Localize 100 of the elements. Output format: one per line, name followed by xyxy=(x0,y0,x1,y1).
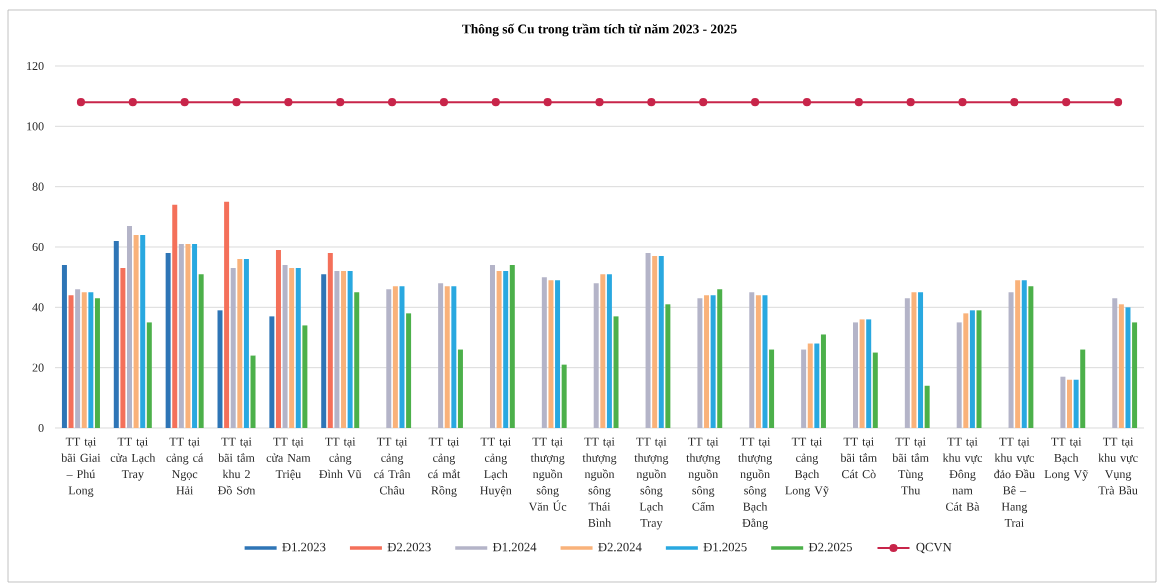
bar xyxy=(126,225,132,428)
x-tick-label: TT tại bãi tắm Tùng Thu xyxy=(892,437,929,495)
bar xyxy=(250,355,256,428)
bar xyxy=(237,259,243,428)
bar xyxy=(548,280,554,428)
bar xyxy=(911,292,917,428)
bar xyxy=(165,253,171,428)
x-tick-label: TT tại khu vực Đông nam Cát Bà xyxy=(942,437,983,511)
bar xyxy=(509,265,515,428)
legend-label: Đ2.2025 xyxy=(808,542,852,552)
bar xyxy=(302,325,308,428)
bar xyxy=(192,243,198,428)
bar xyxy=(1125,307,1131,428)
x-tick-label: TT tại cửa Nam Triệu xyxy=(266,437,311,481)
bar xyxy=(81,292,87,428)
bar xyxy=(704,295,710,428)
bar xyxy=(489,265,495,428)
bar xyxy=(185,243,191,428)
bar xyxy=(801,349,807,428)
bar xyxy=(963,313,969,428)
bar xyxy=(1132,322,1138,428)
x-tick-label: TT tại khu vực đảo Đầu Bê – Hang Trai xyxy=(994,437,1035,527)
y-tick-label: 60 xyxy=(32,242,44,252)
bar xyxy=(1080,349,1086,428)
bar xyxy=(1112,298,1118,428)
bar xyxy=(859,319,865,428)
bar xyxy=(606,274,612,428)
bar xyxy=(956,322,962,428)
bar xyxy=(230,268,236,428)
bar xyxy=(717,289,723,428)
bar xyxy=(120,268,126,428)
x-tick-label: TT tại cảng Đình Vũ xyxy=(319,437,362,479)
bar xyxy=(658,256,664,428)
bar xyxy=(224,201,230,428)
bar xyxy=(600,274,606,428)
bar xyxy=(392,286,398,428)
x-tick-label: TT tại bãi tắm khu 2 Đồ Sơn xyxy=(217,437,256,495)
x-tick-label: TT tại khu vực Vụng Trà Bầu xyxy=(1098,437,1138,495)
x-tick-label: TT tại cảng cá Trân Châu xyxy=(374,437,411,495)
bar xyxy=(451,286,457,428)
bar xyxy=(327,253,333,428)
bar xyxy=(88,292,94,428)
bar xyxy=(75,289,81,428)
bar xyxy=(976,310,982,428)
bar xyxy=(1060,376,1066,428)
bar xyxy=(496,271,502,428)
bar xyxy=(697,298,703,428)
bar xyxy=(438,283,444,428)
bar xyxy=(295,268,301,428)
bar xyxy=(444,286,450,428)
bar xyxy=(172,204,178,428)
bar xyxy=(94,298,100,428)
bar xyxy=(282,265,288,428)
bar xyxy=(814,343,820,428)
bar xyxy=(334,271,340,428)
x-tick-label: TT tại cảng cá Ngọc Hải xyxy=(166,437,204,495)
bar xyxy=(710,295,716,428)
x-tick-label: TT tại thượng nguồn sông Thái Bình xyxy=(582,437,617,527)
y-tick-label: 20 xyxy=(32,363,44,372)
bar xyxy=(269,316,275,428)
chart-title: Thông số Cu trong trầm tích từ năm 2023 - 2025 xyxy=(462,23,737,37)
x-tick-label: TT tại thượng nguồn sông Lạch Tray xyxy=(634,437,669,530)
bar xyxy=(1118,304,1124,428)
legend-label: Đ1.2025 xyxy=(703,542,747,552)
x-tick-label: TT tại cảng Bạch Long Vỹ xyxy=(785,437,829,497)
bar xyxy=(645,253,651,428)
bar xyxy=(354,292,360,428)
bar xyxy=(555,280,561,428)
bar xyxy=(755,295,761,428)
bar xyxy=(969,310,975,428)
x-tick-label: TT tại cảng cá mắt Rồng xyxy=(428,437,461,497)
bar xyxy=(866,319,872,428)
bar xyxy=(146,322,152,428)
x-tick-label: TT tại thượng nguồn sông Văn Úc xyxy=(528,437,567,511)
legend-label: Đ2.2024 xyxy=(598,542,642,552)
bar xyxy=(275,250,281,428)
y-tick-label: 0 xyxy=(38,423,44,433)
bar xyxy=(918,292,924,428)
bar xyxy=(341,271,347,428)
y-tick-label: 40 xyxy=(32,303,44,312)
bar xyxy=(243,259,249,428)
bar xyxy=(820,334,826,428)
bar xyxy=(178,243,184,428)
y-tick-label: 80 xyxy=(32,182,44,191)
x-tick-label: TT tại cửa Lạch Tray xyxy=(110,437,156,481)
bar xyxy=(140,234,146,428)
bar xyxy=(541,277,547,428)
bar xyxy=(399,286,405,428)
bar xyxy=(762,295,768,428)
bar xyxy=(904,298,910,428)
bar xyxy=(1021,280,1027,428)
y-tick-label: 120 xyxy=(27,61,44,71)
x-tick-label: TT tại bãi tắm Cát Cò xyxy=(840,437,877,479)
bar xyxy=(113,240,119,428)
bar xyxy=(406,313,412,428)
bar xyxy=(652,256,658,428)
x-tick-label: TT tại cảng Lạch Huyện xyxy=(480,437,512,497)
bar xyxy=(872,352,878,428)
legend-label: Đ1.2024 xyxy=(492,542,537,552)
x-tick-label: TT tại bãi Giai – Phú Long xyxy=(61,437,101,497)
